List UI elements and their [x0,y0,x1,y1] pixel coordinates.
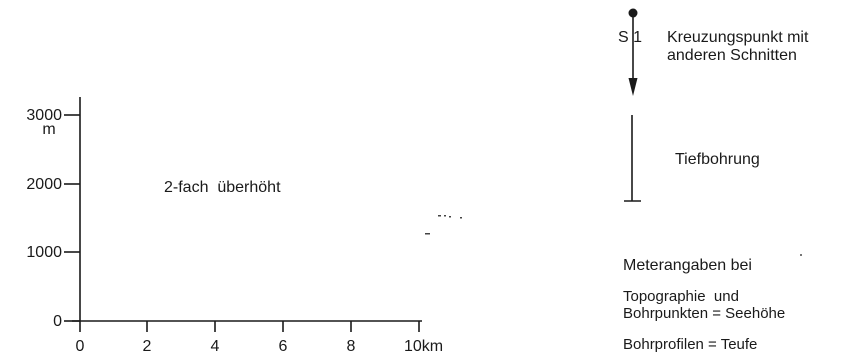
speck [425,233,430,235]
crossing-point-text-line1: Kreuzungspunkt mit [667,29,809,46]
y-tick-label-2000: 2000 [26,176,62,193]
speck [444,215,446,217]
speck [449,216,451,218]
y-tick-label-3000: 3000 [26,107,62,124]
scan-specks [425,215,802,256]
meter-notes-topography-line1: Topographie und [623,288,739,305]
crossing-point-legend: S 1 Kreuzungspunkt mit anderen Schnitten [618,8,809,96]
x-tick-label-8: 8 [347,338,356,355]
exaggeration-label: 2-fach überhöht [164,179,281,196]
meter-notes-profiles: Bohrprofilen = Teufe [623,336,757,353]
x-tick-label-10km: 10km [404,338,443,355]
scale-diagram: 3000 m 2000 1000 0 0 2 4 6 8 10km 2-fach… [26,97,802,355]
crossing-point-text-line2: anderen Schnitten [667,47,797,64]
x-axis-ticks [79,321,420,332]
deep-borehole-legend: Tiefbohrung [624,115,760,202]
y-unit-label: m [42,121,55,138]
y-tick-label-1000: 1000 [26,244,62,261]
meter-notes: Meterangaben bei Topographie und Bohrpun… [623,257,785,353]
meter-notes-heading: Meterangaben bei [623,257,752,274]
x-tick-label-6: 6 [279,338,288,355]
meter-notes-topography-line2: Bohrpunkten = Seehöhe [623,305,785,322]
x-tick-label-2: 2 [143,338,152,355]
crossing-point-arrow-icon [628,78,638,96]
y-tick-label-0: 0 [53,313,62,330]
y-axis-ticks [64,114,80,322]
speck [800,254,802,256]
x-tick-label-4: 4 [211,338,220,355]
x-tick-label-0: 0 [76,338,85,355]
crossing-point-symbol-label: S 1 [618,29,642,46]
legend: S 1 Kreuzungspunkt mit anderen Schnitten… [618,8,809,353]
deep-borehole-text: Tiefbohrung [675,151,760,168]
speck [438,215,441,217]
speck [460,217,462,219]
